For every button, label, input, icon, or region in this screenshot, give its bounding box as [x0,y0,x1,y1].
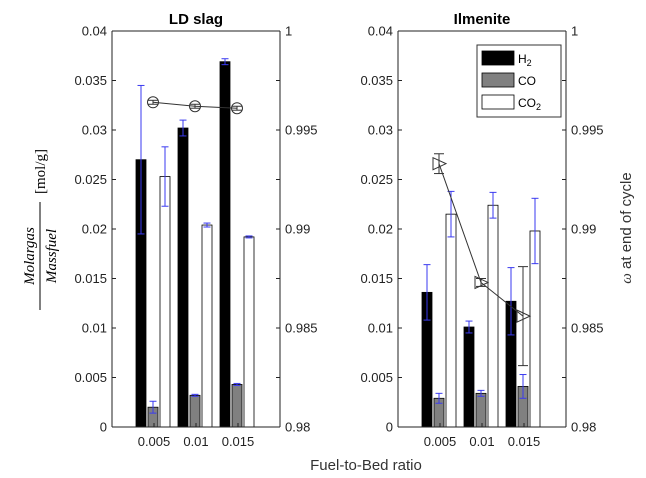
omega-error-ilmenite-1 [476,278,486,287]
x-tick-label-ilmenite-1: 0.01 [469,434,494,449]
panel-title-ilmenite: Ilmenite [454,11,511,28]
error-bar-ilmenite-h2-1 [465,320,473,334]
error-bar-ilmenite-co-0 [435,392,443,404]
error-bar-ilmenite-h2-0 [423,264,431,321]
bar-ilmenite-co-1 [475,392,487,428]
ylabel-right-symbol: ω [619,273,635,284]
error-bar-ld-slag-co-1 [191,393,199,397]
right-tick-label-ilmenite: 0.98 [571,420,596,435]
bar-ld-slag-h2-2 [219,61,231,428]
right-tick-label-ld-slag: 0.995 [285,123,318,138]
bar-ilmenite-co2-0 [445,213,457,428]
left-tick-label-ld-slag: 0.025 [74,172,107,187]
bar-ld-slag-h2-1 [177,127,189,428]
x-tick-label-ilmenite-0: 0.005 [424,434,457,449]
left-tick-label-ilmenite: 0 [386,420,393,435]
right-tick-label-ld-slag: 0.99 [285,222,310,237]
omega-error-ld-slag-0 [148,99,158,105]
panel-ilmenite: Ilmenite 0 0.005 0.01 0.015 0.02 0.025 0.03 0.03… [360,11,603,449]
omega-point-ilmenite-0 [432,156,448,171]
bar-ld-slag-co2-0 [159,176,171,428]
right-tick-label-ld-slag: 0.985 [285,321,318,336]
left-tick-label-ld-slag: 0.005 [74,370,107,385]
right-tick-label-ld-slag: 0.98 [285,420,310,435]
legend-label-1: CO [518,74,536,88]
error-bar-ilmenite-h2-2 [507,267,515,336]
legend-label-2: CO2 [518,96,541,112]
legend-swatch-0 [481,50,515,66]
svg-text:ω at end of cycle: ω at end of cycle [618,172,635,284]
bar-ilmenite-h2-1 [463,326,475,428]
error-bar-ilmenite-co2-2 [531,197,539,265]
ylabel-denominator: Massfuel [44,229,60,284]
omega-point-ilmenite-2 [516,309,532,323]
error-bar-ld-slag-co2-0 [161,146,169,207]
legend: H2 CO CO2 [476,44,562,118]
omega-point-ilmenite-1 [474,275,490,290]
left-tick-label-ilmenite: 0.015 [360,271,393,286]
error-bar-ld-slag-h2-2 [221,58,229,66]
right-tick-label-ld-slag: 1 [285,24,292,39]
x-tick-label-ilmenite-2: 0.015 [508,434,541,449]
svg-text:Molargas: Molargas [22,227,38,286]
right-tick-label-ilmenite: 0.985 [571,321,604,336]
error-bar-ilmenite-co-2 [519,374,527,399]
legend-swatch-2 [481,94,515,110]
panel-ld-slag: LD slag 0 0.005 0.01 0.015 0.02 0.025 0.03 0.035… [74,11,317,449]
ylabel-right-text: at end of cycle [618,172,635,273]
error-bar-ld-slag-h2-1 [179,119,187,137]
right-y-axis-label: ω at end of cycle [618,172,635,284]
left-tick-label-ilmenite: 0.035 [360,73,393,88]
left-tick-label-ilmenite: 0.005 [360,370,393,385]
legend-label-0: H2 [518,52,532,68]
left-tick-label-ilmenite: 0.03 [368,123,393,138]
left-tick-label-ld-slag: 0.035 [74,73,107,88]
left-tick-label-ld-slag: 0.04 [82,24,107,39]
omega-point-ld-slag-0 [147,96,159,109]
x-axis-label: Fuel-to-Bed ratio [310,457,422,474]
left-tick-label-ld-slag: 0.015 [74,271,107,286]
left-tick-label-ilmenite: 0.04 [368,24,393,39]
ylabel-numerator: Molargas [22,227,38,286]
error-bar-ld-slag-co2-1 [203,222,211,228]
x-tick-label-ld-slag-0: 0.005 [138,434,171,449]
bar-ilmenite-co2-1 [487,204,499,428]
omega-error-ld-slag-2 [232,105,242,111]
left-tick-label-ilmenite: 0.01 [368,321,393,336]
omega-point-ld-slag-2 [231,102,243,115]
error-bar-ld-slag-co-0 [149,400,157,414]
error-bar-ld-slag-co-2 [233,382,241,386]
left-tick-label-ilmenite: 0.025 [360,172,393,187]
bar-ld-slag-co2-1 [201,224,213,428]
bar-ld-slag-co2-2 [243,236,255,428]
omega-error-ld-slag-1 [190,103,200,109]
error-bar-ld-slag-co2-2 [245,235,253,239]
legend-swatch-1 [481,72,515,88]
right-tick-label-ilmenite: 0.99 [571,222,596,237]
omega-point-ld-slag-1 [189,100,201,113]
left-tick-label-ld-slag: 0.03 [82,123,107,138]
left-y-axis-label: Molargas Massfuel [mol/g] [22,149,60,310]
bar-ld-slag-co-1 [189,394,201,428]
error-bar-ilmenite-co2-1 [489,191,497,219]
left-tick-label-ld-slag: 0 [100,420,107,435]
x-tick-label-ld-slag-2: 0.015 [222,434,255,449]
left-tick-label-ld-slag: 0.01 [82,321,107,336]
right-tick-label-ilmenite: 1 [571,24,578,39]
svg-text:Massfuel: Massfuel [44,229,60,284]
ylabel-unit: [mol/g] [33,149,49,194]
bar-ld-slag-co-2 [231,384,243,428]
left-tick-label-ld-slag: 0.02 [82,222,107,237]
right-tick-label-ilmenite: 0.995 [571,123,604,138]
omega-error-ilmenite-0 [434,153,444,175]
panel-title-ld-slag: LD slag [169,11,223,28]
omega-error-ilmenite-2 [518,266,528,367]
error-bar-ilmenite-co-1 [477,389,485,397]
error-bar-ld-slag-h2-0 [137,84,145,235]
x-tick-label-ld-slag-1: 0.01 [183,434,208,449]
left-tick-label-ilmenite: 0.02 [368,222,393,237]
